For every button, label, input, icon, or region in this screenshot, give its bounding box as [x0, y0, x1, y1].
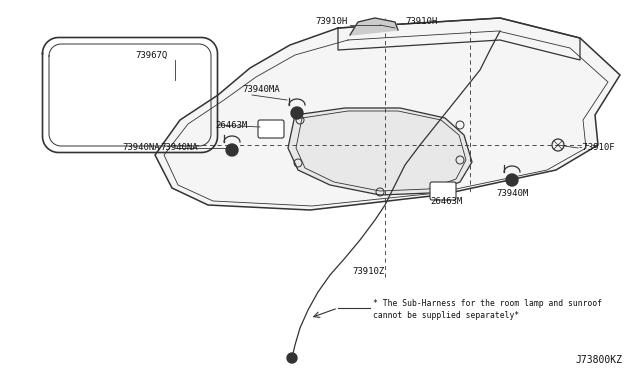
Text: 26463M: 26463M [215, 121, 247, 129]
Text: -73910F: -73910F [577, 144, 614, 153]
Circle shape [287, 353, 297, 363]
Text: 73910H: 73910H [316, 17, 348, 26]
Polygon shape [155, 18, 620, 210]
Circle shape [506, 174, 518, 186]
Text: 73940MA: 73940MA [242, 86, 280, 94]
Text: 73910Z: 73910Z [352, 267, 384, 276]
Circle shape [291, 107, 303, 119]
FancyBboxPatch shape [430, 182, 456, 200]
Text: 73940NA: 73940NA [160, 144, 198, 153]
Text: 73940NA: 73940NA [122, 144, 160, 153]
Text: 73940M: 73940M [496, 189, 528, 198]
Text: * The Sub-Harness for the room lamp and sunroof: * The Sub-Harness for the room lamp and … [373, 298, 602, 308]
Text: cannot be supplied separately*: cannot be supplied separately* [373, 311, 519, 321]
Polygon shape [288, 108, 472, 195]
Text: 73910H: 73910H [405, 17, 437, 26]
Text: 73967Q: 73967Q [135, 51, 167, 60]
Text: J73800KZ: J73800KZ [575, 355, 622, 365]
Circle shape [226, 144, 238, 156]
FancyBboxPatch shape [258, 120, 284, 138]
Text: 26463M: 26463M [430, 198, 462, 206]
Polygon shape [350, 18, 398, 35]
